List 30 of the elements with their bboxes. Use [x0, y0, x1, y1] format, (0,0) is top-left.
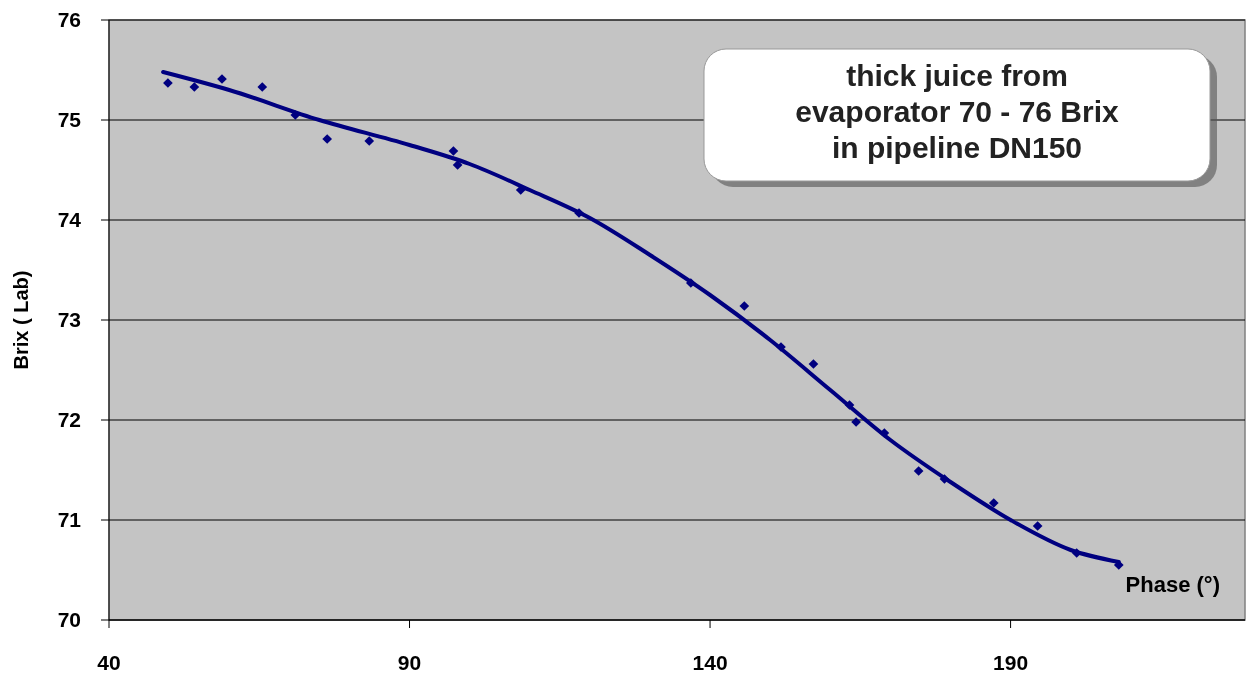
- x-axis-title: Phase (°): [1125, 572, 1220, 597]
- y-tick-label: 71: [57, 508, 82, 532]
- point: [1113, 560, 1124, 570]
- point: [913, 466, 924, 476]
- point: [189, 82, 200, 92]
- y-tick-label: 70: [57, 608, 81, 632]
- point: [364, 136, 375, 146]
- x-tick-label: 40: [97, 651, 121, 674]
- y-tick-label: 74: [57, 208, 82, 232]
- x-tick-label: 190: [993, 651, 1029, 674]
- point: [685, 278, 696, 288]
- y-tick-label: 75: [57, 108, 82, 132]
- point: [322, 134, 333, 144]
- y-axis-title: Brix ( Lab): [10, 270, 32, 370]
- annotation: thick juice from evaporator 70 - 76 Brix in pipeline DN150: [795, 59, 1120, 164]
- point: [844, 400, 855, 410]
- point: [939, 474, 950, 484]
- point: [452, 160, 463, 170]
- x-tick-label: 90: [397, 651, 422, 674]
- point: [290, 110, 301, 120]
- y-tick-label: 76: [57, 8, 81, 32]
- point: [257, 82, 268, 92]
- point: [1032, 521, 1043, 531]
- y-tick-label: 73: [57, 308, 81, 332]
- point: [988, 498, 999, 508]
- point: [739, 301, 750, 311]
- point: [448, 146, 459, 156]
- x-tick-label: 140: [692, 651, 728, 674]
- y-tick-label: 72: [57, 408, 81, 432]
- point: [808, 359, 819, 369]
